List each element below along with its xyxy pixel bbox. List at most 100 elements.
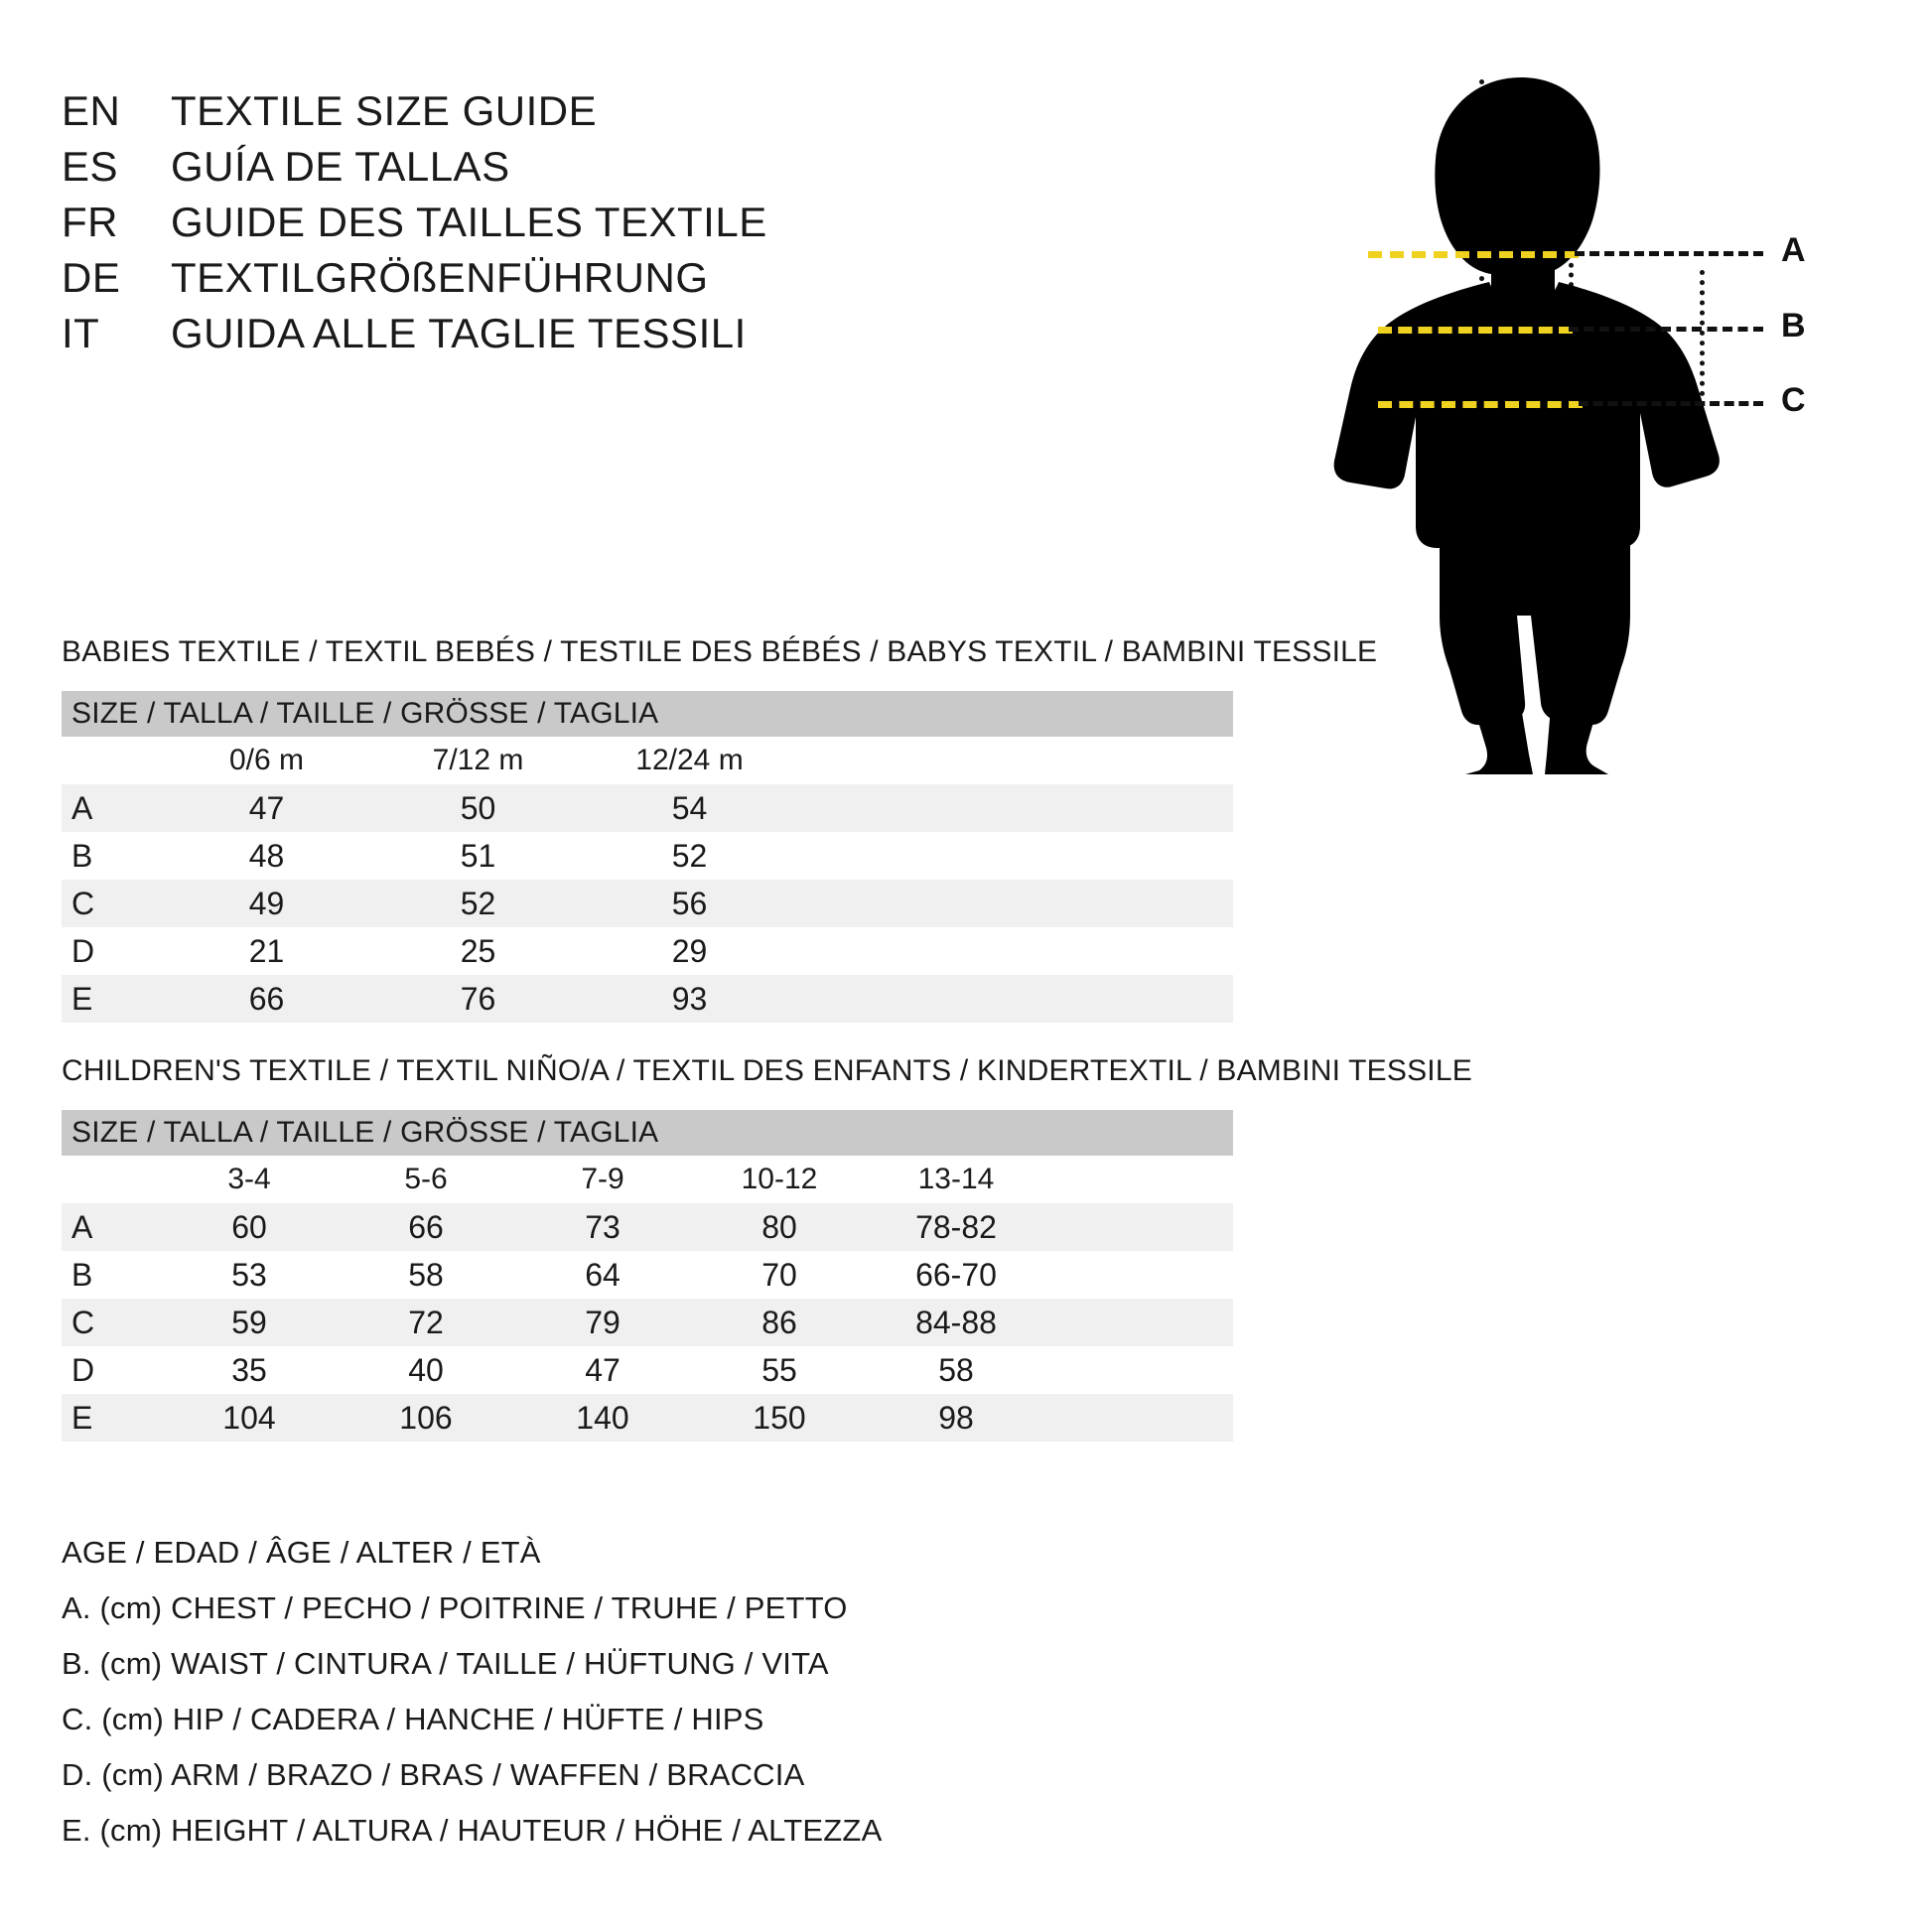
language-row-de: DE TEXTILGRÖßENFÜHRUNG	[62, 254, 1054, 310]
hip-measure-line-c	[1378, 401, 1583, 408]
language-title-fr: GUIDE DES TAILLES TEXTILE	[171, 199, 767, 245]
babies-cell-d-2: 29	[584, 927, 795, 975]
children-cell-a-4: 78-82	[868, 1203, 1044, 1251]
legend-line-waist: B. (cm) WAIST / CINTURA / TAILLE / HÜFTU…	[62, 1646, 829, 1681]
children-col-1: 5-6	[338, 1156, 514, 1203]
children-column-header-row: 3-4 5-6 7-9 10-12 13-14	[62, 1156, 1234, 1203]
table-row: A 47 50 54	[62, 784, 1234, 832]
babies-column-header-row: 0/6 m 7/12 m 12/24 m	[62, 737, 1234, 784]
babies-col-1: 7/12 m	[372, 737, 584, 784]
waist-measure-line-b	[1378, 327, 1573, 334]
children-col-2: 7-9	[514, 1156, 691, 1203]
babies-row-label-d: D	[62, 927, 161, 975]
children-row-label-e: E	[62, 1394, 161, 1442]
children-cell-a-2: 73	[514, 1203, 691, 1251]
children-cell-a-3: 80	[691, 1203, 868, 1251]
language-title-it: GUIDA ALLE TAGLIE TESSILI	[171, 310, 747, 356]
language-code-de: DE	[62, 254, 121, 301]
legend-line-chest: A. (cm) CHEST / PECHO / POITRINE / TRUHE…	[62, 1590, 848, 1625]
children-cell-c-pad	[1044, 1299, 1234, 1346]
children-band-row: SIZE / TALLA / TAILLE / GRÖSSE / TAGLIA	[62, 1110, 1234, 1156]
children-cell-c-3: 86	[691, 1299, 868, 1346]
babies-cell-e-0: 66	[161, 975, 372, 1023]
babies-cell-e-1: 76	[372, 975, 584, 1023]
child-silhouette-icon	[1291, 60, 1747, 779]
children-row-label-c: C	[62, 1299, 161, 1346]
children-cell-d-3: 55	[691, 1346, 868, 1394]
language-title-de: TEXTILGRÖßENFÜHRUNG	[171, 254, 709, 301]
babies-cell-d-0: 21	[161, 927, 372, 975]
children-col-4: 13-14	[868, 1156, 1044, 1203]
children-col-0: 3-4	[161, 1156, 338, 1203]
babies-col-2: 12/24 m	[584, 737, 795, 784]
children-cell-c-1: 72	[338, 1299, 514, 1346]
language-row-fr: FR GUIDE DES TAILLES TEXTILE	[62, 199, 1054, 254]
table-row: C 59 72 79 86 84-88	[62, 1299, 1234, 1346]
table-row: A 60 66 73 80 78-82	[62, 1203, 1234, 1251]
children-cell-e-3: 150	[691, 1394, 868, 1442]
children-cell-b-pad	[1044, 1251, 1234, 1299]
figure-label-b: B	[1781, 307, 1806, 345]
babies-cell-a-1: 50	[372, 784, 584, 832]
babies-cell-b-1: 51	[372, 832, 584, 880]
babies-cell-e-pad	[795, 975, 1234, 1023]
children-cell-d-0: 35	[161, 1346, 338, 1394]
legend-line-height: E. (cm) HEIGHT / ALTURA / HAUTEUR / HÖHE…	[62, 1813, 883, 1848]
children-section: CHILDREN'S TEXTILE / TEXTIL NIÑO/A / TEX…	[62, 1054, 1472, 1442]
language-code-es: ES	[62, 143, 119, 190]
babies-col-pad	[795, 737, 1234, 784]
language-code-it: IT	[62, 310, 100, 356]
children-cell-c-4: 84-88	[868, 1299, 1044, 1346]
children-band-label: SIZE / TALLA / TAILLE / GRÖSSE / TAGLIA	[62, 1110, 1234, 1156]
leader-line-c	[1579, 401, 1763, 406]
children-cell-b-2: 64	[514, 1251, 691, 1299]
children-cell-e-4: 98	[868, 1394, 1044, 1442]
babies-size-table: SIZE / TALLA / TAILLE / GRÖSSE / TAGLIA …	[62, 691, 1234, 1023]
language-code-fr: FR	[62, 199, 118, 245]
table-row: D 35 40 47 55 58	[62, 1346, 1234, 1394]
table-row: B 48 51 52	[62, 832, 1234, 880]
language-row-en: EN TEXTILE SIZE GUIDE	[62, 87, 1054, 143]
children-row-label-d: D	[62, 1346, 161, 1394]
children-cell-a-1: 66	[338, 1203, 514, 1251]
children-cell-a-0: 60	[161, 1203, 338, 1251]
table-row: B 53 58 64 70 66-70	[62, 1251, 1234, 1299]
babies-cell-b-pad	[795, 832, 1234, 880]
children-cell-e-2: 140	[514, 1394, 691, 1442]
legend-line-hip: C. (cm) HIP / CADERA / HANCHE / HÜFTE / …	[62, 1702, 764, 1736]
children-cell-d-1: 40	[338, 1346, 514, 1394]
children-section-title: CHILDREN'S TEXTILE / TEXTIL NIÑO/A / TEX…	[62, 1054, 1472, 1087]
language-title-block: EN TEXTILE SIZE GUIDE ES GUÍA DE TALLAS …	[62, 87, 1054, 365]
language-row-it: IT GUIDA ALLE TAGLIE TESSILI	[62, 310, 1054, 365]
babies-row-label-e: E	[62, 975, 161, 1023]
babies-section: BABIES TEXTILE / TEXTIL BEBÉS / TESTILE …	[62, 635, 1377, 1023]
children-col-pad	[1044, 1156, 1234, 1203]
children-size-table: SIZE / TALLA / TAILLE / GRÖSSE / TAGLIA …	[62, 1110, 1234, 1442]
language-row-es: ES GUÍA DE TALLAS	[62, 143, 1054, 199]
table-row: E 66 76 93	[62, 975, 1234, 1023]
babies-row-label-a: A	[62, 784, 161, 832]
babies-cell-c-2: 56	[584, 880, 795, 927]
babies-col-0: 0/6 m	[161, 737, 372, 784]
children-row-label-a: A	[62, 1203, 161, 1251]
legend-line-arm: D. (cm) ARM / BRAZO / BRAS / WAFFEN / BR…	[62, 1757, 805, 1792]
children-cell-a-pad	[1044, 1203, 1234, 1251]
measurement-figure-diagram: E D	[1132, 40, 1926, 774]
children-cell-b-0: 53	[161, 1251, 338, 1299]
children-cell-d-pad	[1044, 1346, 1234, 1394]
babies-cell-d-pad	[795, 927, 1234, 975]
children-cell-b-1: 58	[338, 1251, 514, 1299]
children-cell-c-2: 79	[514, 1299, 691, 1346]
children-cell-d-4: 58	[868, 1346, 1044, 1394]
torso-guide-line-left	[1700, 270, 1705, 457]
babies-cell-a-pad	[795, 784, 1234, 832]
figure-label-a: A	[1781, 231, 1806, 269]
babies-corner-cell	[62, 737, 161, 784]
children-cell-e-1: 106	[338, 1394, 514, 1442]
babies-cell-a-0: 47	[161, 784, 372, 832]
babies-cell-d-1: 25	[372, 927, 584, 975]
babies-row-label-c: C	[62, 880, 161, 927]
leader-line-a	[1575, 251, 1763, 256]
babies-cell-c-0: 49	[161, 880, 372, 927]
